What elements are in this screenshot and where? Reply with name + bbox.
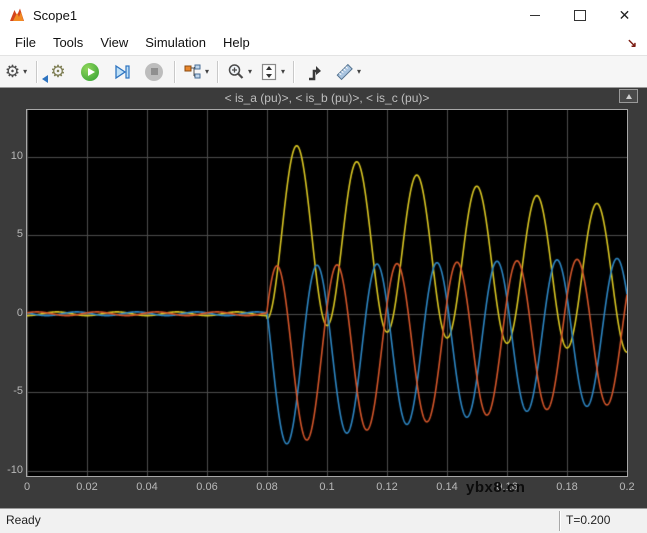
window-title: Scope1	[33, 7, 78, 23]
plot-area	[26, 109, 628, 477]
menu-tools[interactable]: Tools	[52, 35, 84, 50]
cursor-measurements-button[interactable]: ▾	[332, 59, 364, 85]
trigger-icon	[309, 65, 322, 80]
measurements-icon	[336, 63, 353, 80]
run-icon	[81, 62, 99, 81]
toolbar-separator	[36, 60, 38, 83]
status-divider	[559, 511, 561, 531]
waveform-canvas	[27, 110, 627, 476]
menu-overflow-arrow-icon: ↘	[626, 36, 637, 50]
y-tick-label: 10	[10, 150, 23, 163]
x-tick-label: 0	[23, 481, 31, 493]
step-forward-icon	[115, 64, 130, 79]
status-ready-label: Ready	[6, 513, 41, 527]
y-axis-ticks: 10 5 0 -5 -10	[0, 88, 23, 508]
menu-simulation[interactable]: Simulation	[145, 35, 206, 50]
trigger-button[interactable]	[300, 59, 330, 85]
x-tick-label: 0.06	[196, 481, 218, 493]
x-axis-ticks: 0 0.02 0.04 0.06 0.08 0.1 0.12 0.14 0.16 0.18 0.2	[0, 481, 647, 497]
title-bar: Scope1 ✕	[0, 0, 647, 30]
chevron-down-icon: ▾	[205, 67, 210, 76]
span-y-axis-button[interactable]: ▾	[257, 59, 288, 85]
matlab-icon	[10, 8, 24, 21]
maximize-icon	[573, 9, 586, 21]
highlight-block-icon: ⚙	[50, 62, 66, 81]
toolbar-separator	[174, 60, 176, 83]
x-tick-label: 0.12	[376, 481, 398, 493]
step-forward-button[interactable]	[107, 59, 137, 85]
x-tick-label: 0.08	[256, 481, 278, 493]
y-tick-label: 5	[16, 228, 23, 241]
chevron-down-icon: ▾	[281, 67, 286, 76]
window-controls: ✕	[512, 0, 647, 30]
close-icon: ✕	[618, 7, 631, 23]
toolbar: ⚙ ▾ ⚙ ▾	[0, 56, 647, 88]
maximize-button[interactable]	[557, 0, 602, 30]
x-tick-label: 0.16	[496, 481, 518, 493]
signal-selector-icon	[184, 64, 201, 78]
x-tick-label: 0.14	[436, 481, 458, 493]
x-tick-label: 0.02	[76, 481, 98, 493]
status-bar: Ready T=0.200	[0, 508, 647, 533]
x-tick-label: 0.04	[136, 481, 158, 493]
chevron-down-icon: ▾	[23, 67, 28, 76]
stop-icon	[145, 62, 163, 81]
up-arrow-icon	[625, 93, 632, 99]
gear-icon: ⚙	[4, 62, 21, 81]
chevron-down-icon: ▾	[357, 67, 362, 76]
menu-bar: File Tools View Simulation Help ↘	[0, 30, 647, 56]
y-tick-label: -5	[13, 385, 23, 398]
toolbar-separator	[217, 60, 220, 83]
menu-help[interactable]: Help	[222, 35, 250, 50]
blue-arrow-icon	[42, 74, 48, 83]
toolbar-separator	[293, 60, 296, 83]
y-tick-label: -10	[7, 463, 23, 476]
signal-selector-button[interactable]: ▾	[181, 59, 212, 85]
zoom-in-icon	[228, 63, 244, 79]
y-tick-label: 0	[16, 306, 23, 319]
zoom-button[interactable]: ▾	[224, 59, 255, 85]
minimize-button[interactable]	[512, 0, 557, 30]
x-tick-label: 0.2	[619, 481, 635, 493]
configuration-properties-button[interactable]: ⚙ ▾	[1, 59, 31, 85]
close-button[interactable]: ✕	[602, 0, 647, 30]
menu-view[interactable]: View	[100, 35, 129, 50]
span-y-icon	[261, 63, 277, 80]
menu-file[interactable]: File	[15, 35, 36, 50]
x-tick-label: 0.1	[319, 481, 335, 493]
watermark-text: ybx8.cn	[466, 479, 526, 496]
stop-button[interactable]	[139, 59, 169, 85]
x-tick-label: 0.18	[556, 481, 578, 493]
minimize-icon	[529, 14, 540, 16]
highlight-block-button[interactable]: ⚙	[42, 59, 73, 85]
status-time-label: T=0.200	[566, 513, 611, 527]
plot-title: < is_a (pu)>, < is_b (pu)>, < is_c (pu)>	[224, 91, 430, 105]
run-button[interactable]	[75, 59, 105, 85]
scope-figure-area: < is_a (pu)>, < is_b (pu)>, < is_c (pu)>…	[0, 88, 647, 508]
dock-icon[interactable]	[619, 89, 638, 103]
chevron-down-icon: ▾	[248, 67, 253, 76]
